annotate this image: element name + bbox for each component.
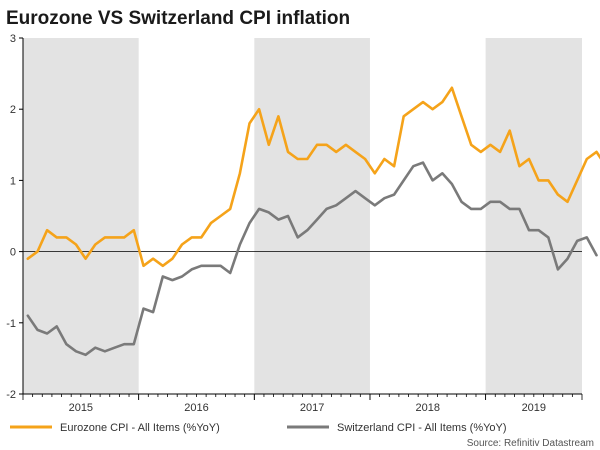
series-line-eurozone: [26, 86, 600, 268]
legend: Eurozone CPI - All Items (%YoY) Switzerl…: [10, 422, 507, 434]
legend-label-eurozone: Eurozone CPI - All Items (%YoY): [60, 422, 220, 434]
y-tick-label: 2: [10, 104, 16, 116]
y-tick-label: 1: [10, 175, 16, 187]
shade-band-2019: [485, 38, 582, 394]
axes: [19, 37, 583, 400]
x-tick-label-2015: 2015: [69, 402, 93, 414]
y-tick-label: -2: [6, 389, 16, 401]
chart-title: Eurozone VS Switzerland CPI inflation: [6, 8, 350, 29]
y-tick-label: 0: [10, 247, 16, 259]
x-tick-label-2019: 2019: [522, 402, 546, 414]
y-tick-label: -1: [6, 318, 16, 330]
shade-band-2015: [23, 38, 139, 394]
y-tick-label: 3: [10, 33, 16, 45]
x-tick-label-2017: 2017: [300, 402, 324, 414]
x-tick-label-2016: 2016: [184, 402, 208, 414]
tick-labels: 3 2 1 0 -1 -2 2015 2016 2017 2018 2019: [6, 33, 546, 414]
shaded-year-bands: [23, 38, 582, 394]
legend-label-switzerland: Switzerland CPI - All Items (%YoY): [337, 422, 507, 434]
series-line-switzerland: [26, 161, 598, 357]
series-lines: [26, 86, 600, 357]
x-tick-label-2018: 2018: [416, 402, 440, 414]
source-note: Source: Refinitiv Datastream: [467, 438, 594, 449]
